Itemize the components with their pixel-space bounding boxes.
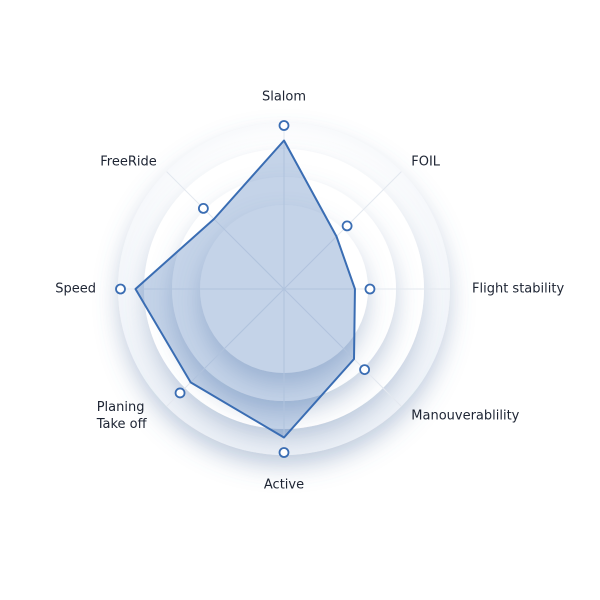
point-marker (197, 202, 209, 214)
point-marker (174, 387, 186, 399)
point-marker (278, 120, 290, 131)
spoke (283, 171, 402, 290)
category-label: Manouverablility (411, 408, 520, 424)
category-label: Active (263, 477, 305, 493)
point-marker (278, 447, 290, 458)
category-label: Planing Take off (96, 400, 147, 433)
point-marker (364, 283, 376, 295)
point-marker (115, 283, 126, 295)
category-label: Speed (55, 281, 96, 297)
plot (115, 120, 376, 458)
point-marker (359, 364, 371, 376)
radar-area (134, 139, 356, 439)
spokes (118, 123, 450, 455)
spoke (283, 288, 402, 407)
category-label: Slalom (261, 89, 307, 105)
spoke (166, 171, 285, 290)
point-marker (341, 220, 353, 232)
category-label: FreeRide (100, 154, 157, 170)
category-label: Flight stability (472, 281, 565, 297)
category-label: FOIL (411, 154, 441, 170)
spoke (166, 288, 285, 407)
